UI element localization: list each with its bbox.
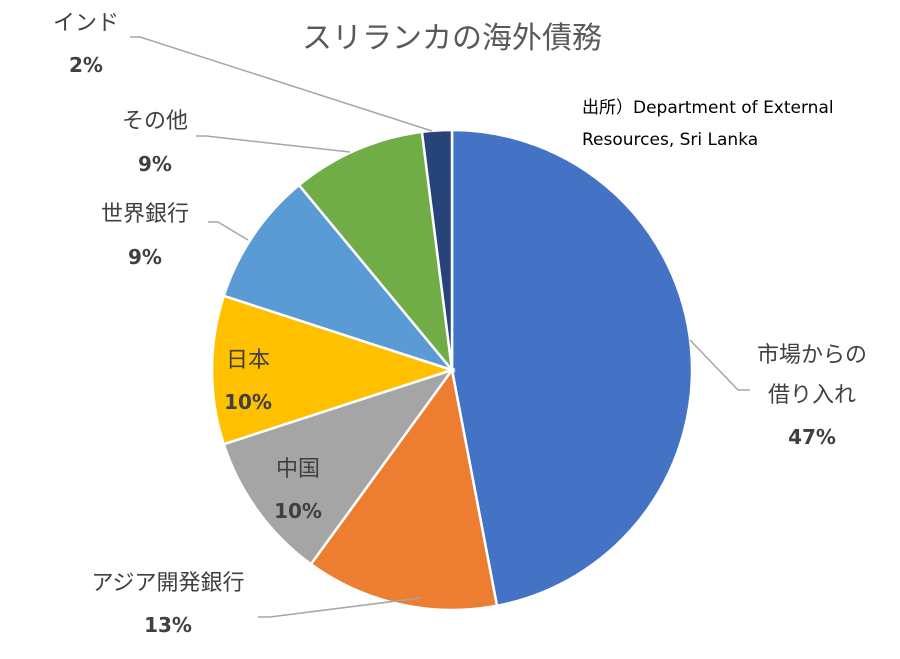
slice-label-0-line-0: 市場からの xyxy=(757,343,867,368)
leader-line-6 xyxy=(130,36,433,132)
leader-line-0 xyxy=(689,339,750,391)
slice-label-5-line-0: その他 xyxy=(122,109,188,134)
pie-slice-6 xyxy=(420,128,454,371)
leader-line-5 xyxy=(196,135,351,153)
source-line-1: 出所）Department of External xyxy=(582,98,834,118)
pie-slices xyxy=(210,128,694,612)
slice-value-3: 10% xyxy=(224,390,272,414)
slice-value-4: 9% xyxy=(128,245,162,269)
slice-label-2-line-0: 中国 xyxy=(276,457,320,482)
slice-value-5: 9% xyxy=(138,152,172,176)
slice-label-6-line-0: インド xyxy=(53,11,119,36)
pie-slice-5 xyxy=(297,130,454,375)
source-line-2: Resources, Sri Lanka xyxy=(582,130,758,150)
slice-value-2: 10% xyxy=(274,499,322,523)
pie-slice-3 xyxy=(210,294,457,446)
pie-slice-4 xyxy=(222,183,456,373)
pie-slice-2 xyxy=(222,367,456,566)
slice-label-1-line-0: アジア開発銀行 xyxy=(91,571,244,596)
pie-slice-0 xyxy=(450,128,694,608)
slice-label-4-line-0: 世界銀行 xyxy=(101,202,189,227)
slice-value-0: 47% xyxy=(788,425,836,449)
slice-label-3-line-0: 日本 xyxy=(226,348,270,373)
leader-line-4 xyxy=(208,221,249,241)
chart-title: スリランカの海外債務 xyxy=(302,21,602,56)
leader-line-1 xyxy=(258,597,421,618)
pie-slice-1 xyxy=(309,366,499,612)
slice-value-6: 2% xyxy=(69,53,103,77)
slice-label-0-line-1: 借り入れ xyxy=(768,383,856,408)
leader-lines xyxy=(130,36,750,618)
slice-value-1: 13% xyxy=(144,613,192,637)
